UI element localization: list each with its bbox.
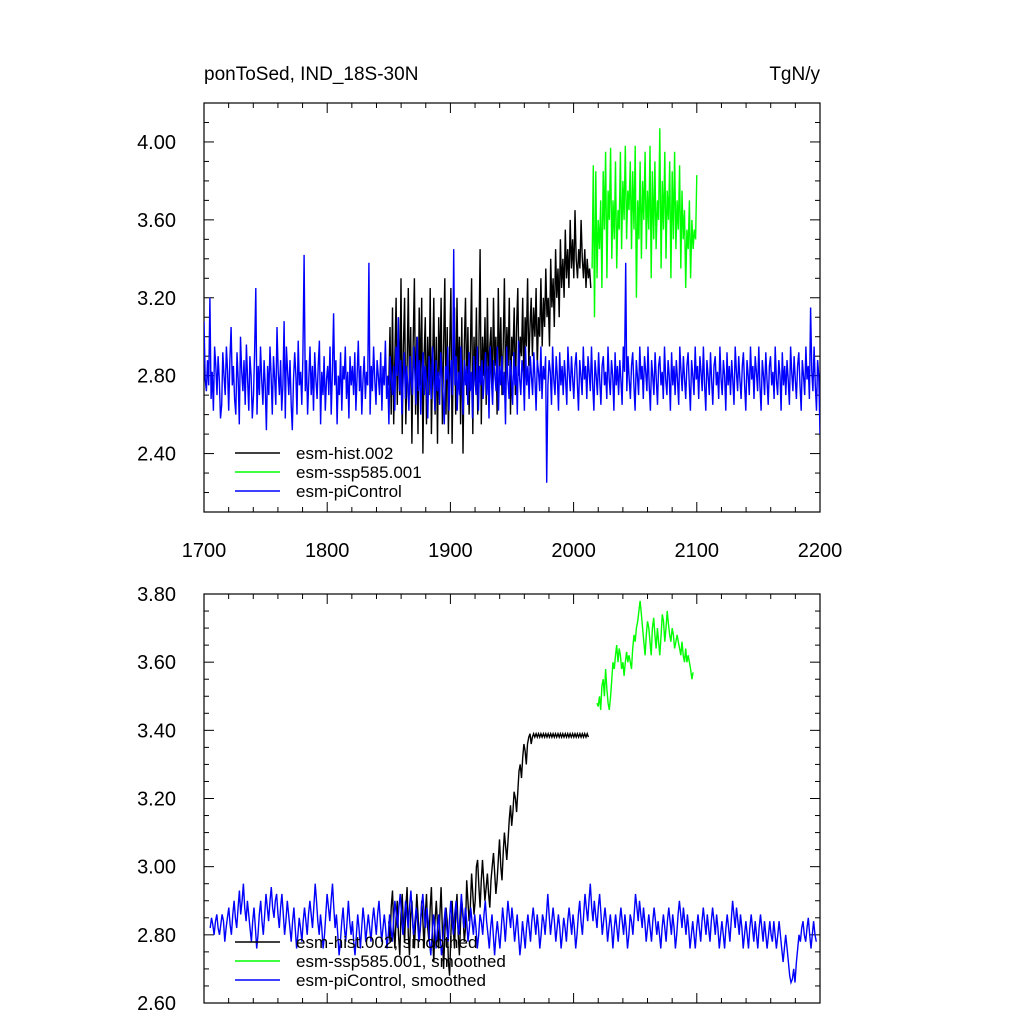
bottom-y-tick-label: 3.00 [137, 857, 176, 879]
top-y-tick-label: 2.80 [137, 366, 176, 388]
bottom-legend-label: esm-piControl, smoothed [296, 971, 486, 990]
top-x-tick-label: 1800 [305, 540, 350, 562]
bottom-panel: 2.60 2.80 3.00 3.20 3.40 3.60 3.80 esm-hist.002… [137, 584, 821, 1015]
top-y-tick-label: 3.60 [137, 210, 176, 232]
top-x-tick-label: 2100 [675, 540, 720, 562]
bottom-y-tick-label: 3.60 [137, 652, 176, 674]
top-x-tick-label: 2000 [551, 540, 596, 562]
bottom-y-tick-label: 3.80 [137, 584, 176, 606]
bottom-series-esm-picontrol-smoothed [209, 883, 817, 985]
top-y-tick-label: 2.40 [137, 444, 176, 466]
top-legend-label: esm-hist.002 [296, 444, 393, 463]
top-panel: 1700 1800 1900 2000 2100 2200 2.40 2.80 3.20 3.60… [137, 102, 843, 562]
top-title-right: TgN/y [769, 64, 820, 85]
bottom-y-tick-label: 3.40 [137, 720, 176, 742]
bottom-series-esm-ssp585-001-smoothed [596, 600, 694, 711]
bottom-legend-label: esm-ssp585.001, smoothed [296, 952, 506, 971]
top-series-esm-hist-002 [388, 210, 592, 454]
top-series-esm-ssp585-001 [591, 128, 698, 318]
top-y-tick-label: 4.00 [137, 132, 176, 154]
bottom-y-tick-label: 2.80 [137, 925, 176, 947]
top-x-tick-label: 1700 [182, 540, 227, 562]
top-x-tick-label: 2200 [798, 540, 843, 562]
top-plot-frame [203, 102, 821, 513]
bottom-y-tick-label: 3.20 [137, 789, 176, 811]
bottom-y-tick-label: 2.60 [137, 993, 176, 1015]
top-series-esm-picontrol [204, 249, 820, 483]
bottom-legend-label: esm-hist.002, smoothed [296, 933, 477, 952]
top-x-tick-label: 1900 [428, 540, 473, 562]
top-legend-label: esm-ssp585.001 [296, 463, 422, 482]
top-y-tick-label: 3.20 [137, 288, 176, 310]
top-legend-label: esm-piControl [296, 482, 402, 501]
top-title-left: ponToSed, IND_18S-30N [204, 64, 418, 85]
